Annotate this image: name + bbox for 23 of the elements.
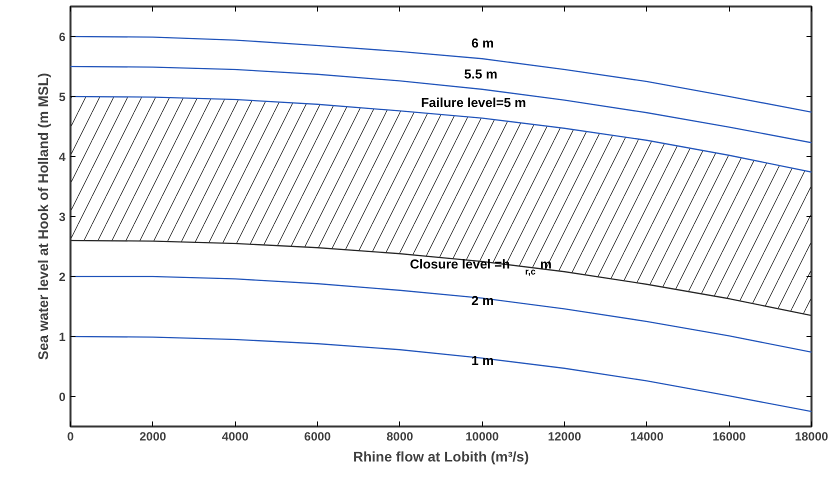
series-label: 6 m (471, 36, 494, 51)
x-tick-label: 4000 (222, 430, 249, 444)
x-tick-label: 18000 (794, 430, 829, 444)
line-series (70, 66, 812, 144)
series-label: Failure level=5 m (420, 95, 526, 110)
y-tick-label: 2 (58, 270, 66, 284)
x-tick-label: 12000 (548, 430, 582, 444)
y-tick-label: 5 (58, 90, 66, 104)
y-tick-label: 6 (58, 30, 66, 44)
x-tick-label: 8000 (386, 430, 414, 444)
x-tick-label: 6000 (304, 430, 332, 444)
x-axis-title: Rhine flow at Lobith (m³/s) (353, 448, 529, 464)
x-tick-label: 14000 (630, 430, 664, 444)
x-tick-label: 2000 (139, 430, 167, 444)
y-tick-label: 4 (58, 150, 66, 164)
series-label: 5.5 m (464, 66, 498, 82)
x-tick-label: 16000 (712, 430, 746, 444)
y-axis-title: Sea water level at Hook of Holland (m MSL) (34, 72, 51, 360)
y-tick-label: 0 (58, 390, 66, 404)
x-tick-label: 0 (67, 430, 74, 444)
y-tick-label: 3 (58, 210, 66, 224)
y-tick-label: 1 (58, 330, 66, 344)
x-tick-label: 10000 (465, 430, 500, 444)
